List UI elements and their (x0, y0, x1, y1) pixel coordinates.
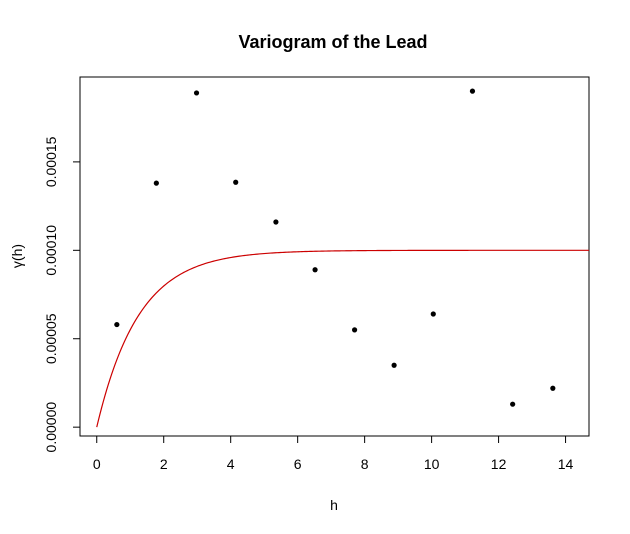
data-point (114, 321, 120, 328)
x-tick-label: 12 (491, 456, 507, 472)
y-tick-label: 0.00000 (43, 402, 59, 453)
y-axis: 0.00000 0.00005 0.00010 0.00015 (43, 136, 81, 453)
x-tick-label: 4 (227, 456, 235, 472)
x-tick-label: 0 (93, 456, 101, 472)
data-point (153, 180, 159, 186)
model-curve-layer (96, 249, 589, 428)
data-point (233, 179, 239, 185)
y-tick-label: 0.00015 (43, 136, 59, 187)
data-point (430, 311, 436, 317)
data-point (273, 219, 279, 225)
chart-title: Variogram of the Lead (238, 32, 427, 52)
x-axis-label: h (330, 497, 338, 513)
data-point (351, 327, 358, 333)
data-point (312, 267, 318, 273)
x-tick-label: 6 (294, 456, 302, 472)
data-point (550, 385, 556, 391)
points-layer (114, 88, 556, 407)
data-point (469, 88, 476, 94)
x-tick-label: 2 (160, 456, 168, 472)
x-axis: 0 2 4 6 8 10 12 14 (93, 435, 574, 472)
y-tick-label: 0.00005 (43, 313, 59, 364)
y-axis-label: γ(h) (9, 244, 25, 268)
data-point (193, 90, 200, 96)
x-tick-label: 8 (361, 456, 369, 472)
y-tick-label: 0.00010 (43, 225, 59, 276)
model-curve (96, 249, 589, 428)
plot-area-frame (79, 76, 590, 437)
x-tick-label: 14 (558, 456, 574, 472)
data-point (510, 401, 516, 407)
x-tick-label: 10 (424, 456, 440, 472)
data-point (391, 362, 397, 368)
